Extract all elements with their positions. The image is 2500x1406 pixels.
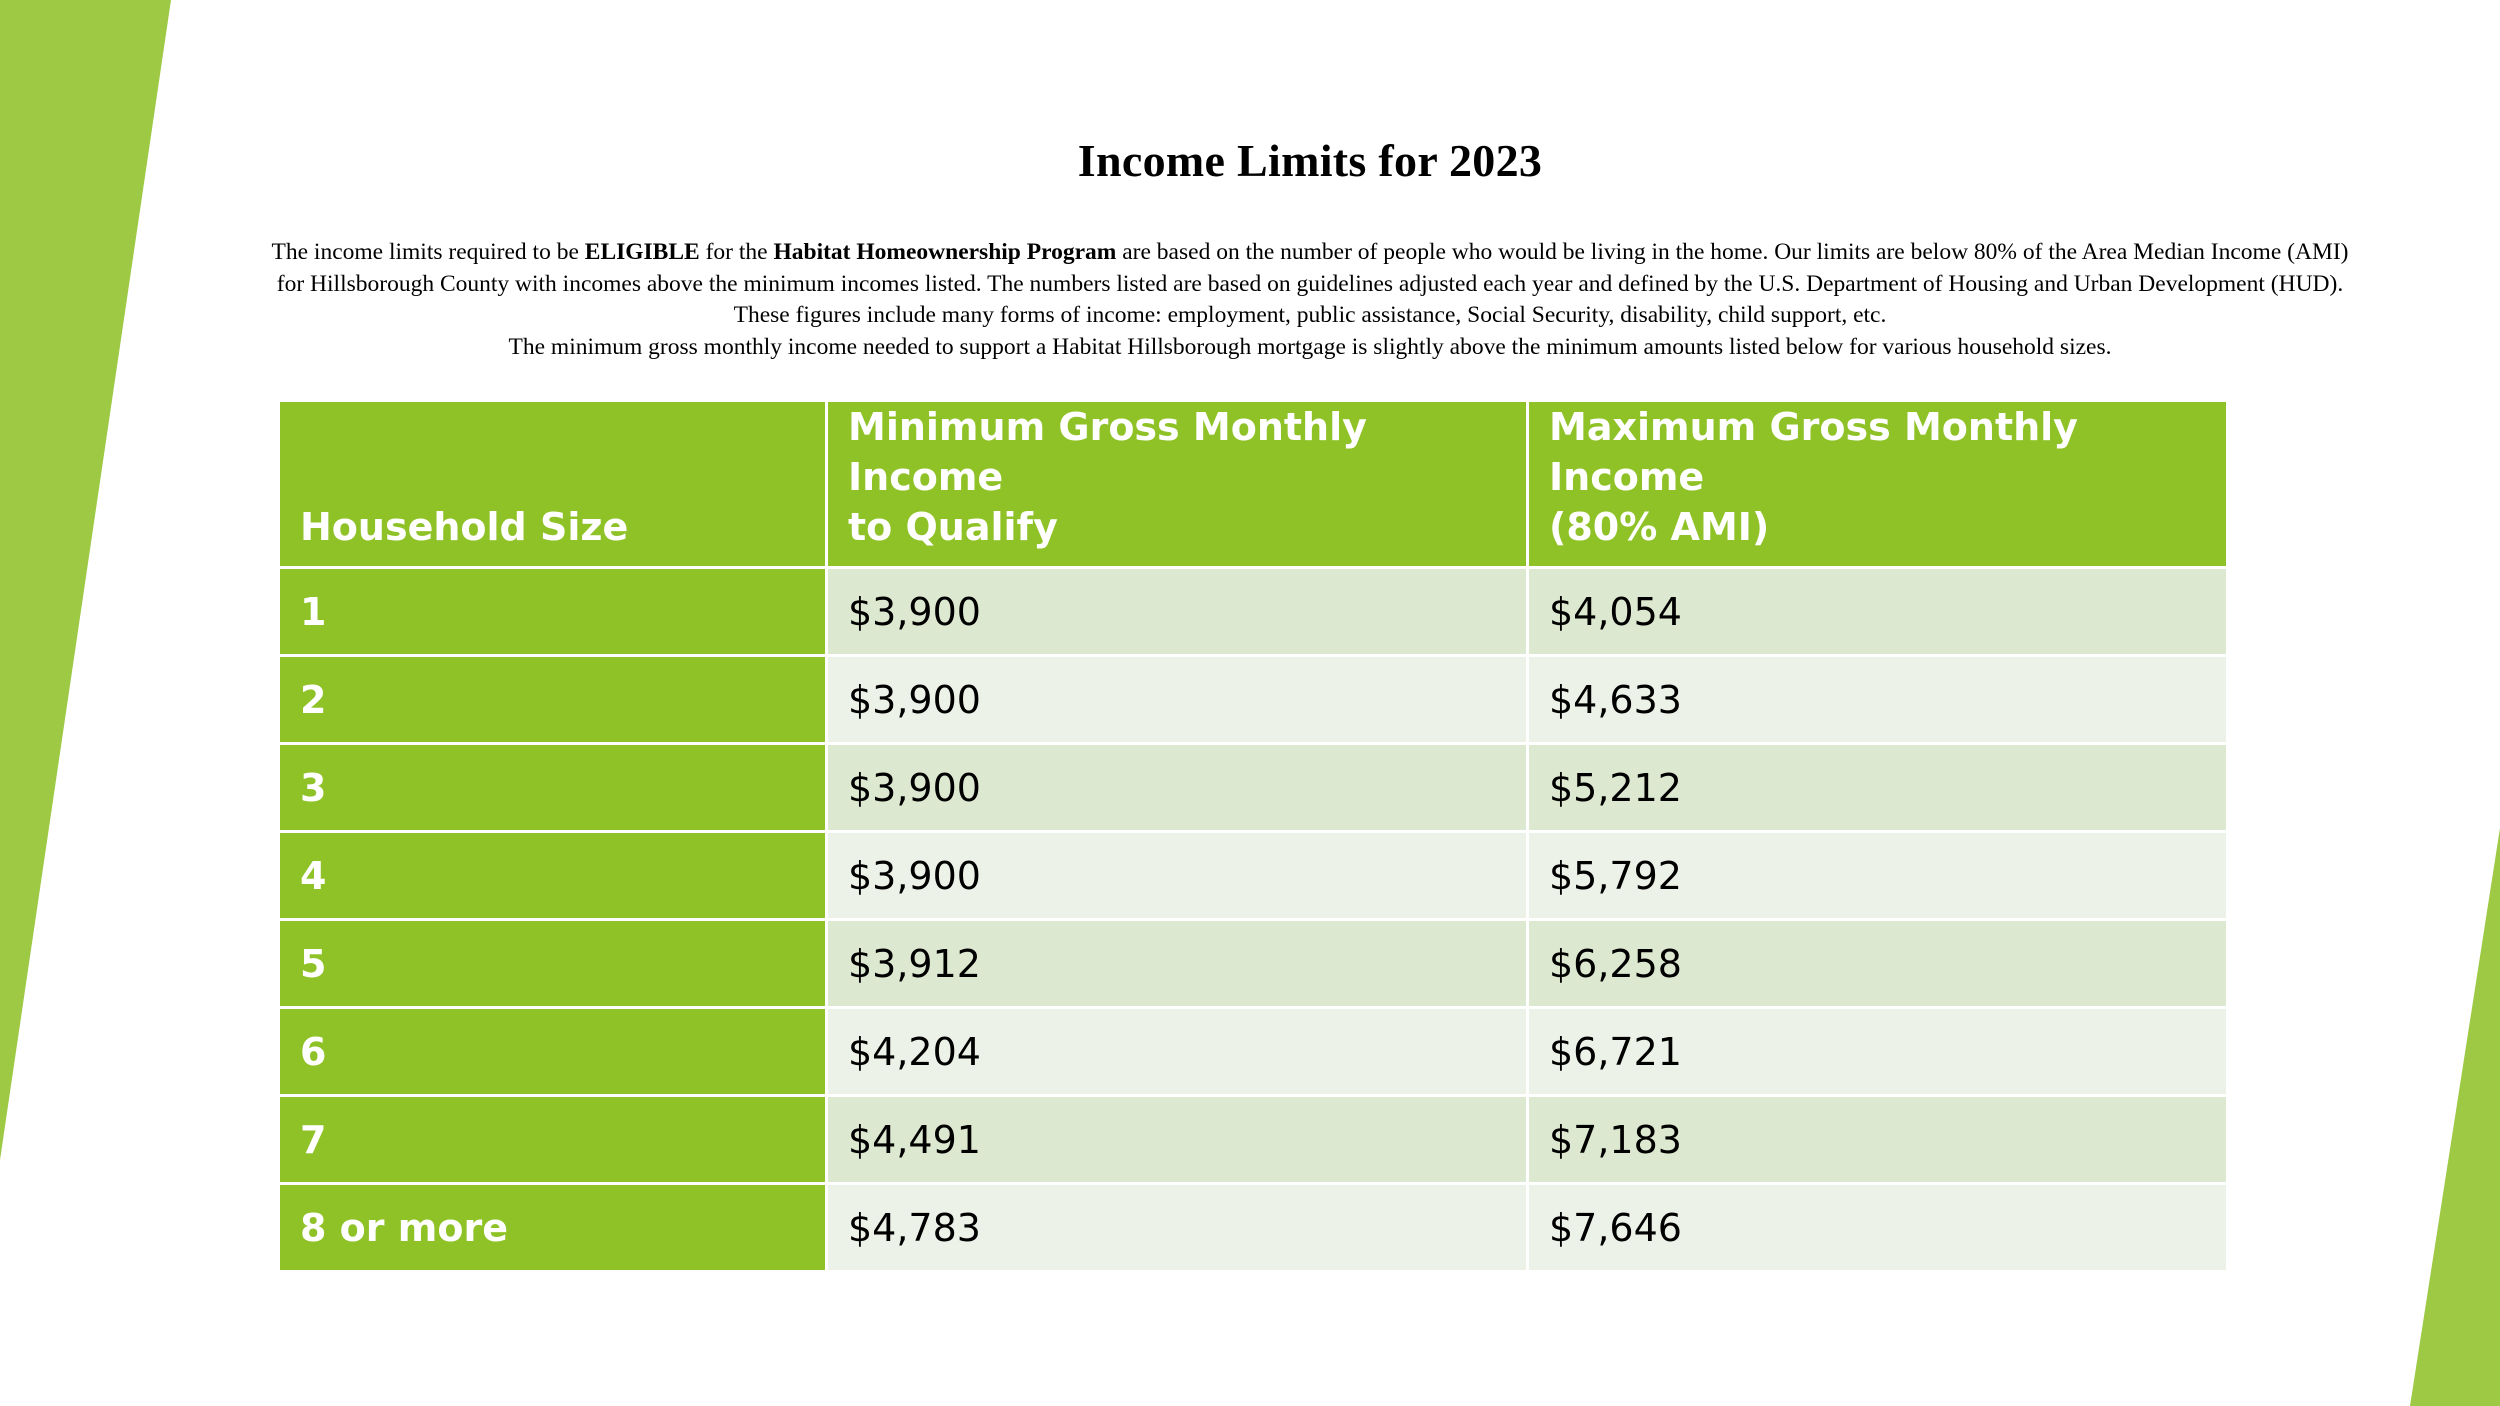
- max-income-cell: $5,792: [1529, 833, 2226, 918]
- max-income-cell: $6,721: [1529, 1009, 2226, 1094]
- max-income-cell: $5,212: [1529, 745, 2226, 830]
- table-row: 1 $3,900 $4,054: [280, 569, 2226, 654]
- max-income-cell: $4,054: [1529, 569, 2226, 654]
- table-row: 8 or more $4,783 $7,646: [280, 1185, 2226, 1270]
- household-size-cell: 6: [280, 1009, 825, 1094]
- household-size-cell: 7: [280, 1097, 825, 1182]
- header-min-income-line2: to Qualify: [848, 505, 1058, 549]
- household-size-cell: 2: [280, 657, 825, 742]
- eligible-emphasis: ELIGIBLE: [584, 239, 700, 265]
- income-limits-table: Household Size Minimum Gross Monthly Inc…: [277, 399, 2229, 1273]
- min-income-cell: $3,900: [828, 833, 1526, 918]
- max-income-cell: $6,258: [1529, 921, 2226, 1006]
- max-income-cell: $7,646: [1529, 1185, 2226, 1270]
- left-green-stripe: [0, 0, 171, 1160]
- table-row: 2 $3,900 $4,633: [280, 657, 2226, 742]
- max-income-cell: $4,633: [1529, 657, 2226, 742]
- intro-text-4: The minimum gross monthly income needed …: [508, 333, 2112, 360]
- header-max-income: Maximum Gross Monthly Income (80% AMI): [1529, 402, 2226, 566]
- intro-text-3: are based on the number of people who wo…: [276, 239, 2349, 328]
- intro-paragraph: The income limits required to be ELIGIBL…: [270, 237, 2350, 363]
- page-title: Income Limits for 2023: [1077, 135, 1543, 186]
- table-row: 7 $4,491 $7,183: [280, 1097, 2226, 1182]
- table-row: 3 $3,900 $5,212: [280, 745, 2226, 830]
- min-income-cell: $3,900: [828, 745, 1526, 830]
- header-min-income: Minimum Gross Monthly Income to Qualify: [828, 402, 1526, 566]
- min-income-cell: $3,912: [828, 921, 1526, 1006]
- header-max-income-line2: (80% AMI): [1549, 505, 1770, 549]
- household-size-cell: 1: [280, 569, 825, 654]
- table-row: 4 $3,900 $5,792: [280, 833, 2226, 918]
- table-row: 6 $4,204 $6,721: [280, 1009, 2226, 1094]
- program-name: Habitat Homeownership Program: [773, 239, 1117, 265]
- header-max-income-line1: Maximum Gross Monthly Income: [1549, 405, 2078, 499]
- right-green-stripe: [2410, 828, 2500, 1406]
- table-header-row: Household Size Minimum Gross Monthly Inc…: [280, 402, 2226, 566]
- household-size-cell: 5: [280, 921, 825, 1006]
- min-income-cell: $4,783: [828, 1185, 1526, 1270]
- min-income-cell: $3,900: [828, 657, 1526, 742]
- household-size-cell: 8 or more: [280, 1185, 825, 1270]
- min-income-cell: $4,491: [828, 1097, 1526, 1182]
- max-income-cell: $7,183: [1529, 1097, 2226, 1182]
- table-row: 5 $3,912 $6,258: [280, 921, 2226, 1006]
- header-household-size-label: Household Size: [300, 505, 629, 549]
- household-size-cell: 4: [280, 833, 825, 918]
- intro-text-2: for the: [699, 239, 774, 265]
- household-size-cell: 3: [280, 745, 825, 830]
- min-income-cell: $3,900: [828, 569, 1526, 654]
- intro-text-1: The income limits required to be: [271, 239, 585, 265]
- header-household-size: Household Size: [280, 402, 825, 566]
- header-min-income-line1: Minimum Gross Monthly Income: [848, 405, 1367, 499]
- min-income-cell: $4,204: [828, 1009, 1526, 1094]
